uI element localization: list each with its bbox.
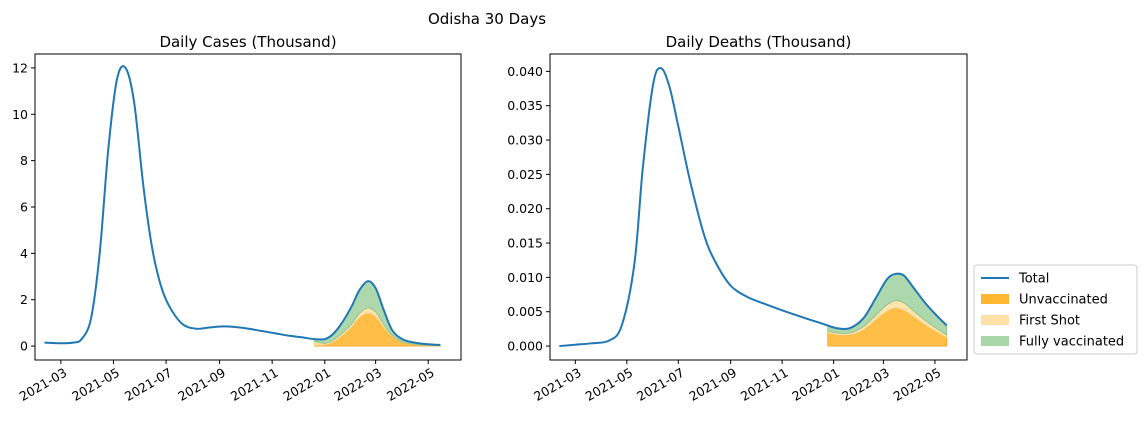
deaths-x-tick-label: 2022-05 — [891, 365, 944, 404]
cases-y-tick-label: 2 — [20, 292, 28, 307]
cases-y-tick-label: 6 — [20, 200, 28, 215]
deaths-y-tick-label: 0.000 — [507, 339, 543, 354]
deaths-x-tick-label: 2021-11 — [738, 365, 791, 404]
deaths-x-tick-label: 2021-03 — [531, 365, 584, 404]
cases-total-line — [44, 65, 441, 346]
deaths-y-tick-label: 0.035 — [507, 98, 543, 113]
cases-x-tick-label: 2021-07 — [122, 365, 175, 404]
legend-label-total: Total — [1018, 272, 1049, 287]
deaths-y-tick-label: 0.020 — [507, 201, 543, 216]
deaths-x-tick-label: 2021-09 — [686, 365, 739, 404]
legend-label-fully-vaccinated: Fully vaccinated — [1019, 335, 1124, 350]
cases-x-tick-label: 2022-05 — [384, 365, 437, 404]
deaths-chart-title: Daily Deaths (Thousand) — [666, 33, 852, 51]
deaths-y-tick-label: 0.015 — [507, 236, 543, 251]
deaths-x-tick-label: 2021-05 — [583, 365, 636, 404]
legend-label-first-shot: First Shot — [1019, 314, 1080, 329]
legend: Total Unvaccinated First Shot Fully vaccina… — [973, 264, 1138, 355]
figure-suptitle: Odisha 30 Days — [428, 10, 546, 28]
deaths-total-line — [559, 66, 948, 348]
cases-x-tick-label: 2022-01 — [281, 365, 334, 404]
cases-y-tick-label: 8 — [20, 153, 28, 168]
legend-swatch-first-shot — [981, 315, 1009, 325]
deaths-x-tick-label: 2021-07 — [634, 365, 687, 404]
cases-y-tick-label: 12 — [12, 60, 28, 75]
cases-y-tick-label: 0 — [20, 339, 28, 354]
cases-x-tick-label: 2021-09 — [175, 365, 228, 404]
legend-swatch-unvaccinated — [981, 294, 1009, 304]
legend-label-unvaccinated: Unvaccinated — [1019, 293, 1108, 308]
legend-frame — [973, 264, 1138, 355]
cases-x-tick-label: 2022-03 — [331, 365, 384, 404]
cases-x-tick-label: 2021-11 — [228, 365, 281, 404]
deaths-y-tick-label: 0.025 — [507, 167, 543, 182]
deaths-x-tick-label: 2022-01 — [789, 365, 842, 404]
cases-axes-frame — [34, 53, 462, 361]
cases-x-tick-label: 2021-05 — [69, 365, 122, 404]
deaths-y-tick-label: 0.030 — [507, 133, 543, 148]
cases-y-tick-label: 4 — [20, 246, 28, 261]
deaths-chart: Daily Deaths (Thousand) 0.000 0.005 0.010 0.… — [507, 33, 968, 404]
deaths-y-tick-label: 0.010 — [507, 270, 543, 285]
deaths-x-tick-label: 2022-03 — [839, 365, 892, 404]
cases-chart-title: Daily Cases (Thousand) — [159, 33, 336, 51]
cases-y-tick-label: 10 — [12, 107, 28, 122]
deaths-axes-frame — [549, 53, 968, 361]
deaths-y-tick-label: 0.005 — [507, 304, 543, 319]
cases-x-tick-label: 2021-03 — [17, 365, 70, 404]
deaths-y-tick-label: 0.040 — [507, 64, 543, 79]
legend-swatch-fully-vaccinated — [981, 336, 1009, 346]
